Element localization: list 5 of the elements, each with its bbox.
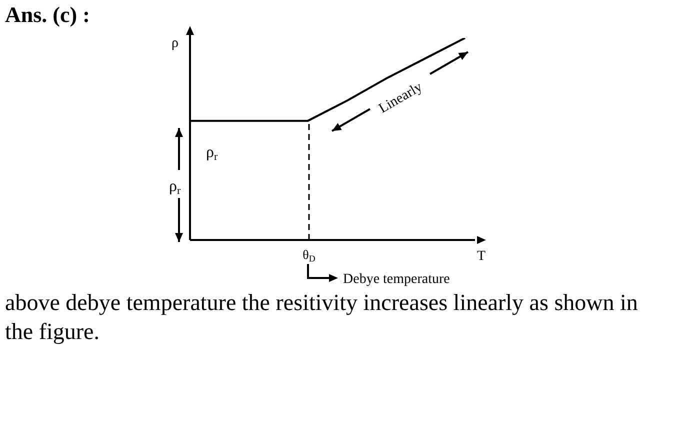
x-axis-title: T (477, 249, 486, 264)
y-axis-title: ρ (172, 36, 179, 51)
text: Debye temperature (343, 272, 450, 287)
text: above debye temperature the resitivity increases linearly as shown in the figure. (5, 289, 639, 346)
chart-title: Ans. (c) : (5, 2, 90, 28)
